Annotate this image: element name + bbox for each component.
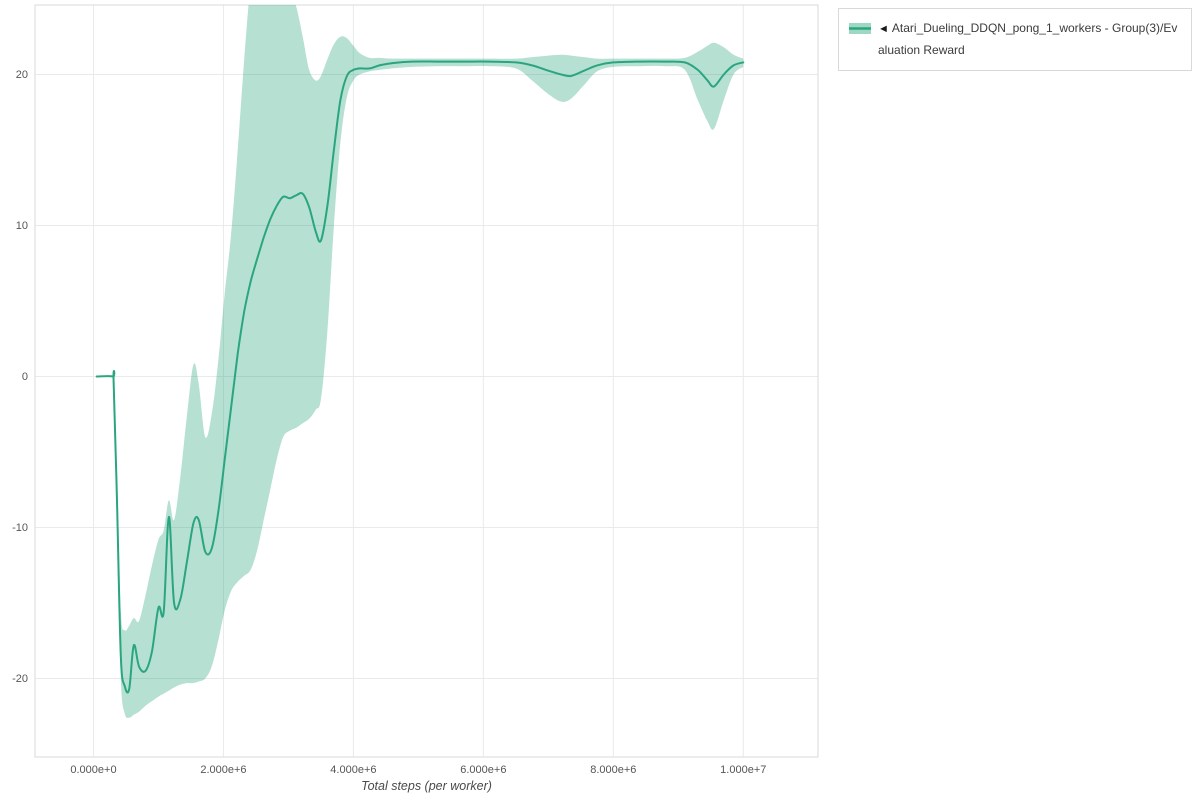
mean-line [95,60,745,694]
legend-trace-name: Atari_Dueling_DDQN_pong_1_workers - Grou… [878,21,1178,57]
legend-band-swatch [849,21,871,42]
legend-label: ◄ Atari_Dueling_DDQN_pong_1_workers - Gro… [878,18,1181,61]
x-tick-label: 1.000e+7 [720,764,766,776]
x-tick-label: 2.000e+6 [200,764,246,776]
y-tick-label: -20 [12,673,28,685]
y-tick-label: 10 [16,220,28,232]
x-tick-label: 4.000e+6 [330,764,376,776]
x-tick-label: 0.000e+0 [70,764,116,776]
x-tick-label: 8.000e+6 [590,764,636,776]
band-area [96,5,744,718]
x-axis-title: Total steps (per worker) [361,779,492,793]
y-tick-label: 20 [16,69,28,81]
plot-border [34,4,819,758]
legend[interactable]: ◄ Atari_Dueling_DDQN_pong_1_workers - Gro… [838,8,1192,72]
legend-swatch-icon [849,23,871,34]
y-tick-label: 0 [22,371,28,383]
y-tick-label: -10 [12,522,28,534]
legend-collapse-icon: ◄ [878,23,889,35]
x-tick-label: 6.000e+6 [460,764,506,776]
